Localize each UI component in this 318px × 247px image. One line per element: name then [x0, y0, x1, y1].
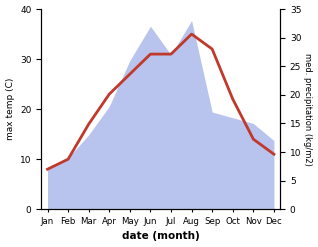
Y-axis label: med. precipitation (kg/m2): med. precipitation (kg/m2) [303, 53, 313, 165]
X-axis label: date (month): date (month) [122, 231, 200, 242]
Y-axis label: max temp (C): max temp (C) [5, 78, 15, 140]
